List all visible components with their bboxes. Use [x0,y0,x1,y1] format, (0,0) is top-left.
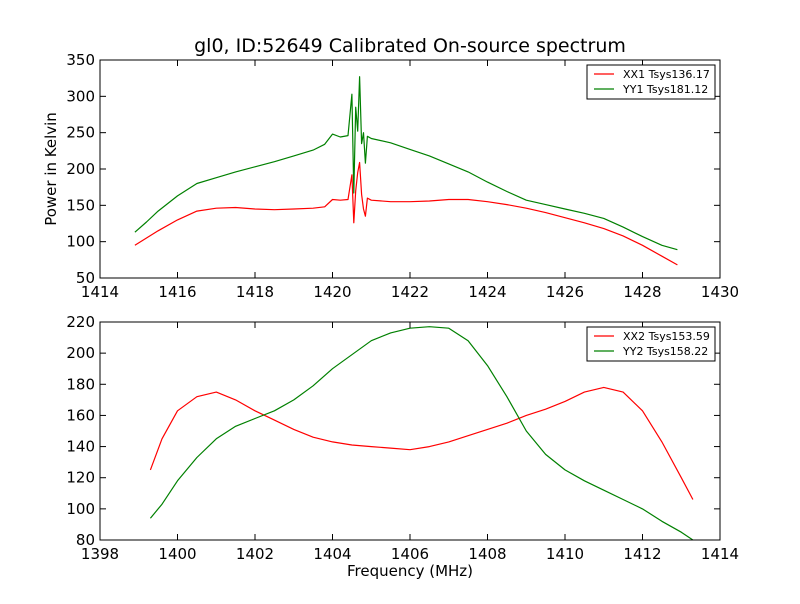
x-tick-label: 1430 [701,283,739,301]
plot-area [134,76,678,266]
y-tick-label: 300 [66,87,95,105]
legend-label-yy2: YY2 Tsys158.22 [622,345,708,358]
legend: XX1 Tsys136.17 YY1 Tsys181.12 [586,64,716,100]
x-tick-label: 1408 [468,545,506,563]
y-tick-label: 100 [66,500,95,518]
top-chart: gl0, ID:52649 Calibrated On-source spect… [42,35,739,301]
y-tick-label: 350 [66,51,95,69]
series-line-yy2 [149,326,694,541]
plot-area [149,326,694,541]
y-tick-label: 250 [66,124,95,142]
bottom-chart: Frequency (MHz) 1398 1400 1402 1404 1406 1408… [66,313,739,580]
series-line-yy1 [134,76,678,251]
legend-box [586,326,716,362]
y-tick-label: 200 [66,344,95,362]
axis-ticks: 1414 1416 1418 1420 1422 1424 1426 1428 1430 50 10… [66,51,739,301]
x-tick-label: 1398 [81,545,119,563]
x-tick-label: 1422 [391,283,429,301]
series-line-xx1 [134,161,678,266]
y-tick-label: 220 [66,313,95,331]
x-tick-label: 1412 [623,545,661,563]
x-tick-label: 1426 [546,283,584,301]
x-tick-label: 1400 [158,545,196,563]
x-tick-label: 1424 [468,283,506,301]
x-tick-label: 1402 [236,545,274,563]
y-tick-label: 80 [76,531,95,549]
legend: XX2 Tsys153.59 YY2 Tsys158.22 [586,326,716,362]
series-line-xx2 [149,386,694,500]
legend-box [586,64,716,100]
y-tick-label: 180 [66,375,95,393]
axes-frame [99,59,721,279]
y-axis-label: Power in Kelvin [42,112,60,226]
y-tick-label: 160 [66,406,95,424]
legend-label-xx1: XX1 Tsys136.17 [623,68,710,81]
x-tick-label: 1414 [81,283,119,301]
y-tick-label: 100 [66,233,95,251]
y-tick-label: 200 [66,160,95,178]
x-tick-label: 1410 [546,545,584,563]
x-axis-label: Frequency (MHz) [347,562,473,580]
axis-ticks: 1398 1400 1402 1404 1406 1408 1410 1412 1414 80 10… [66,313,739,563]
x-tick-label: 1416 [158,283,196,301]
axes-frame [99,321,721,541]
chart-title: gl0, ID:52649 Calibrated On-source spect… [194,35,626,57]
x-tick-label: 1418 [236,283,274,301]
x-tick-label: 1404 [313,545,351,563]
x-tick-label: 1428 [623,283,661,301]
x-tick-label: 1406 [391,545,429,563]
legend-label-yy1: YY1 Tsys181.12 [622,83,708,96]
legend-label-xx2: XX2 Tsys153.59 [623,330,710,343]
y-tick-label: 150 [66,196,95,214]
x-tick-label: 1420 [313,283,351,301]
y-tick-label: 120 [66,469,95,487]
y-tick-label: 50 [76,269,95,287]
x-tick-label: 1414 [701,545,739,563]
y-tick-label: 140 [66,438,95,456]
